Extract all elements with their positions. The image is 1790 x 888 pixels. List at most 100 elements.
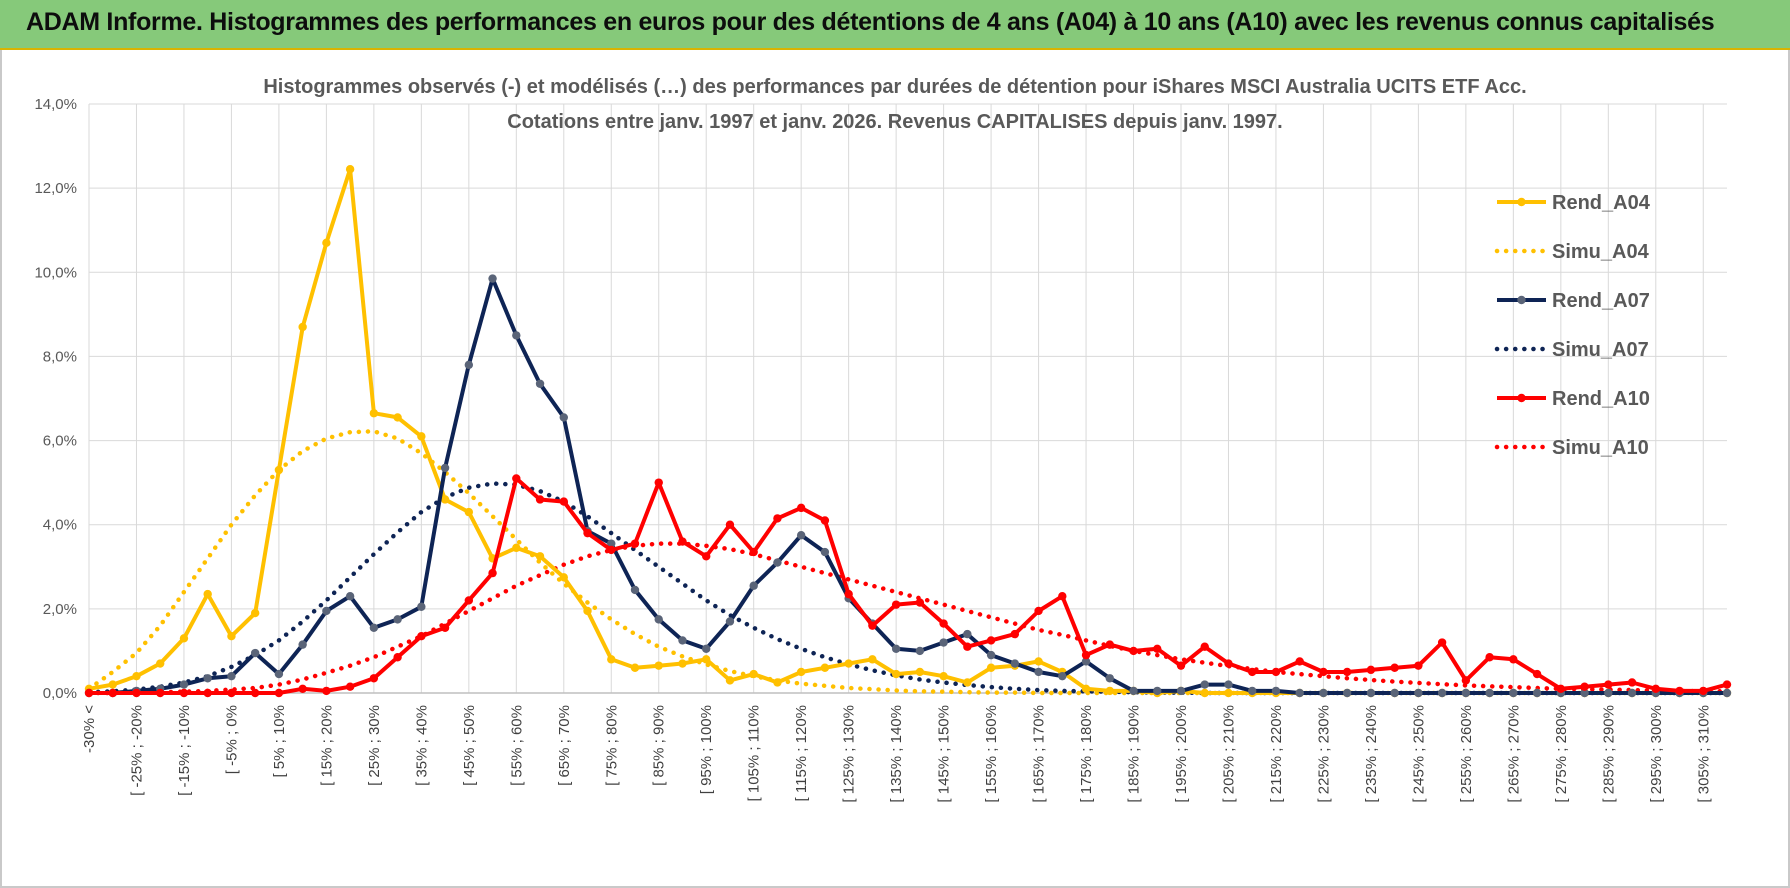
point-Rend_A10 <box>108 688 117 698</box>
point-Rend_A07 <box>796 531 806 540</box>
point-Rend_A10 <box>84 688 94 698</box>
point-Rend_A10 <box>844 589 853 599</box>
point-Rend_A07 <box>1604 688 1613 698</box>
point-Rend_A07 <box>630 585 640 595</box>
legend-label: Simu_A04 <box>1552 241 1650 263</box>
point-Rend_A10 <box>1675 686 1684 696</box>
point-Rend_A10 <box>1058 592 1067 601</box>
point-Rend_A07 <box>654 615 663 624</box>
point-Rend_A04 <box>322 238 331 248</box>
point-Rend_A07 <box>1722 688 1732 698</box>
x-tick-label: [ 85% ; 90% <box>651 705 668 786</box>
point-Rend_A07 <box>1200 680 1209 689</box>
point-Rend_A04 <box>512 543 521 553</box>
point-Rend_A07 <box>773 558 782 567</box>
point-Rend_A10 <box>298 684 307 693</box>
x-tick-label: [ 245% ; 250% <box>1410 705 1427 803</box>
point-Rend_A10 <box>1271 667 1281 677</box>
x-tick-label: [ 225% ; 230% <box>1315 705 1332 803</box>
point-Rend_A07 <box>1081 657 1091 666</box>
point-Rend_A10 <box>1580 682 1589 691</box>
point-Rend_A04 <box>1200 688 1209 698</box>
point-Rend_A10 <box>1342 667 1352 677</box>
point-Rend_A04 <box>274 465 284 475</box>
x-tick-label: [ 255% ; 260% <box>1458 705 1475 803</box>
x-tick-label: [ 55% ; 60% <box>508 705 525 786</box>
point-Rend_A10 <box>1366 665 1376 675</box>
point-Rend_A10 <box>1604 680 1613 689</box>
point-Rend_A07 <box>1058 671 1067 681</box>
line-Simu_A07 <box>86 481 1730 696</box>
point-Rend_A10 <box>1722 680 1732 689</box>
point-Rend_A10 <box>1176 661 1186 670</box>
point-Rend_A10 <box>1224 659 1233 668</box>
point-Rend_A04 <box>915 667 925 677</box>
point-Rend_A10 <box>773 514 782 523</box>
point-Rend_A04 <box>203 589 212 599</box>
y-tick-label: 8,0% <box>43 348 77 365</box>
point-Rend_A10 <box>512 474 521 483</box>
point-Rend_A07 <box>1010 659 1020 668</box>
legend-item-Simu_A10: Simu_A10 <box>1494 437 1649 459</box>
point-Rend_A10 <box>1437 638 1447 647</box>
y-tick-label: 0,0% <box>43 685 77 702</box>
line-Rend_A10 <box>89 476 1728 695</box>
x-tick-label: [ 65% ; 70% <box>556 705 573 786</box>
x-tick-label: [ 185% ; 190% <box>1126 705 1143 803</box>
x-tick-label: [ 75% ; 80% <box>603 705 620 786</box>
point-Rend_A07 <box>322 606 331 616</box>
chart-title-line-2: Cotations entre janv. 1997 et janv. 2026… <box>507 111 1282 133</box>
point-Rend_A04 <box>1105 686 1114 696</box>
legend-label: Rend_A07 <box>1552 290 1650 312</box>
point-Rend_A10 <box>132 688 141 698</box>
point-Rend_A07 <box>345 592 355 601</box>
point-Rend_A07 <box>203 674 212 683</box>
point-Rend_A07 <box>725 617 735 626</box>
point-Rend_A07 <box>1034 667 1043 677</box>
point-Rend_A04 <box>227 632 236 641</box>
point-Rend_A07 <box>678 636 687 645</box>
point-Rend_A10 <box>440 623 450 632</box>
point-Rend_A10 <box>986 636 996 645</box>
legend: Rend_A04 Simu_A04 Rend_A07 Simu_A07 Rend_A10… <box>1494 192 1651 459</box>
point-Rend_A07 <box>1153 686 1162 696</box>
legend-item-Simu_A04: Simu_A04 <box>1494 241 1650 263</box>
x-axis: -30% < [ -25% ; -20% [ -15% ; -10% [ -5% ; … <box>81 705 1712 803</box>
point-Rend_A07 <box>1105 674 1114 683</box>
point-Rend_A10 <box>535 495 545 504</box>
legend-label: Rend_A04 <box>1552 192 1651 214</box>
x-tick-label: [ 115% ; 120% <box>793 705 810 801</box>
point-Rend_A07 <box>1461 688 1471 698</box>
legend-label: Simu_A07 <box>1552 339 1649 361</box>
point-Rend_A10 <box>227 688 236 698</box>
legend-item-Rend_A04: Rend_A04 <box>1497 192 1651 214</box>
legend-marker <box>1517 295 1526 305</box>
point-Rend_A07 <box>915 646 925 656</box>
x-tick-label: [ 175% ; 180% <box>1078 705 1095 803</box>
point-Rend_A07 <box>1342 688 1352 698</box>
point-Rend_A04 <box>607 655 616 664</box>
point-Rend_A07 <box>179 680 189 689</box>
point-Rend_A04 <box>891 669 901 679</box>
point-Rend_A10 <box>1034 606 1043 616</box>
point-Rend_A10 <box>963 642 972 651</box>
x-tick-label: [ 125% ; 130% <box>841 705 858 803</box>
point-Rend_A10 <box>654 478 663 487</box>
point-Rend_A07 <box>891 644 901 654</box>
point-Rend_A10 <box>1699 686 1708 696</box>
point-Rend_A04 <box>298 322 307 332</box>
x-tick-label: [ 105% ; 110% <box>746 705 763 801</box>
point-Rend_A04 <box>1224 688 1233 698</box>
point-Rend_A10 <box>749 547 758 557</box>
point-Rend_A10 <box>464 596 474 605</box>
point-Rend_A07 <box>1532 688 1542 698</box>
point-Rend_A04 <box>132 671 141 681</box>
point-Rend_A07 <box>440 463 450 473</box>
point-Rend_A10 <box>939 619 948 628</box>
point-Rend_A10 <box>1461 676 1471 685</box>
legend-label: Rend_A10 <box>1552 388 1650 410</box>
point-Rend_A10 <box>322 686 331 696</box>
legend-marker <box>1517 393 1526 403</box>
point-Rend_A07 <box>820 547 830 557</box>
